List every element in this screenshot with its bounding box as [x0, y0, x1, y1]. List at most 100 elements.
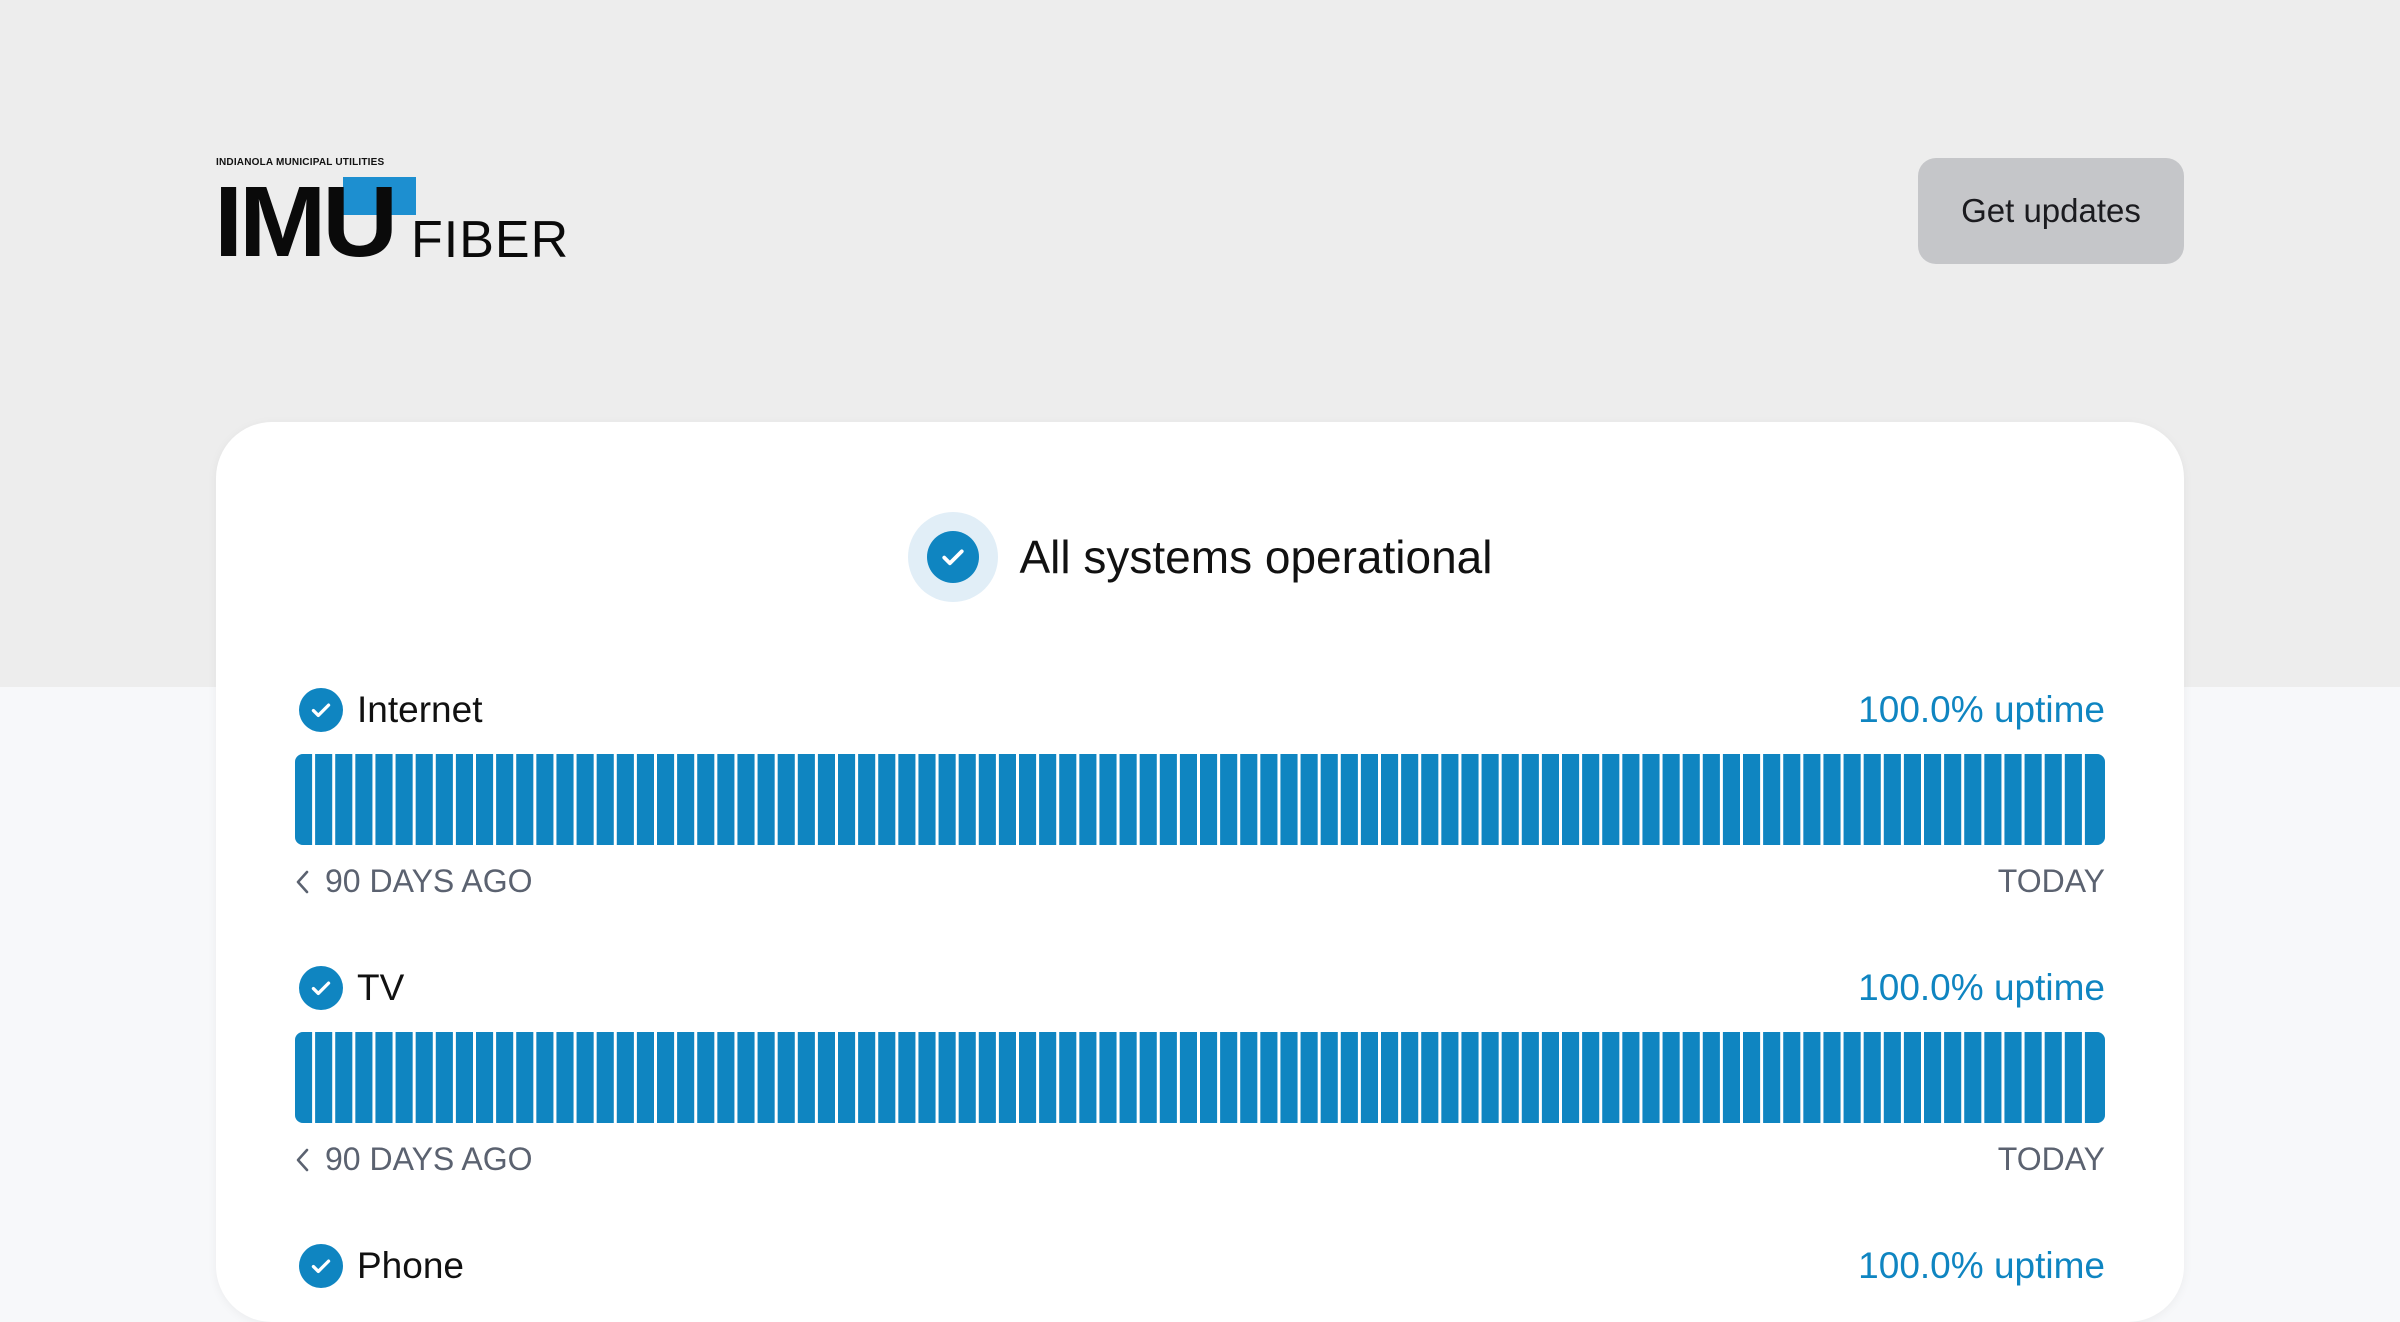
uptime-day-bar[interactable]: [1159, 754, 1177, 845]
uptime-day-bar[interactable]: [1481, 1032, 1499, 1123]
uptime-day-bar[interactable]: [1823, 1032, 1841, 1123]
uptime-day-bar[interactable]: [556, 1032, 574, 1123]
uptime-day-bar[interactable]: [2044, 1032, 2062, 1123]
uptime-day-bar[interactable]: [1441, 1032, 1459, 1123]
uptime-day-bar[interactable]: [1702, 754, 1720, 845]
uptime-day-bar[interactable]: [1924, 754, 1942, 845]
uptime-day-bar[interactable]: [757, 1032, 775, 1123]
uptime-day-bar[interactable]: [1763, 754, 1781, 845]
uptime-day-bar[interactable]: [1240, 1032, 1258, 1123]
uptime-day-bar[interactable]: [516, 754, 534, 845]
uptime-day-bar[interactable]: [1903, 1032, 1921, 1123]
chevron-left-icon[interactable]: [295, 1147, 311, 1173]
uptime-day-bar[interactable]: [878, 1032, 896, 1123]
uptime-day-bar[interactable]: [1039, 754, 1057, 845]
uptime-day-bar[interactable]: [938, 754, 956, 845]
uptime-day-bar[interactable]: [295, 1032, 313, 1123]
uptime-day-bar[interactable]: [295, 754, 313, 845]
uptime-day-bar[interactable]: [1722, 754, 1740, 845]
uptime-day-bar[interactable]: [1179, 754, 1197, 845]
uptime-day-bar[interactable]: [717, 754, 735, 845]
uptime-day-bar[interactable]: [315, 754, 333, 845]
uptime-day-bar[interactable]: [435, 1032, 453, 1123]
uptime-day-bar[interactable]: [1562, 754, 1580, 845]
uptime-day-bar[interactable]: [1823, 754, 1841, 845]
uptime-day-bar[interactable]: [1883, 1032, 1901, 1123]
uptime-day-bar[interactable]: [2024, 754, 2042, 845]
uptime-day-bar[interactable]: [958, 1032, 976, 1123]
uptime-day-bar[interactable]: [1501, 1032, 1519, 1123]
uptime-day-bar[interactable]: [1139, 1032, 1157, 1123]
uptime-day-bar[interactable]: [1260, 754, 1278, 845]
uptime-day-bar[interactable]: [918, 754, 936, 845]
uptime-day-bar[interactable]: [838, 1032, 856, 1123]
uptime-day-bar[interactable]: [1200, 1032, 1218, 1123]
uptime-day-bar[interactable]: [737, 1032, 755, 1123]
uptime-day-bar[interactable]: [395, 1032, 413, 1123]
uptime-day-bar[interactable]: [858, 754, 876, 845]
uptime-day-bar[interactable]: [1159, 1032, 1177, 1123]
uptime-day-bar[interactable]: [536, 754, 554, 845]
uptime-day-bar[interactable]: [1320, 1032, 1338, 1123]
uptime-day-bar[interactable]: [375, 1032, 393, 1123]
uptime-day-bar[interactable]: [1682, 754, 1700, 845]
uptime-day-bar[interactable]: [1461, 754, 1479, 845]
uptime-day-bar[interactable]: [998, 1032, 1016, 1123]
uptime-day-bar[interactable]: [1401, 1032, 1419, 1123]
uptime-day-bar[interactable]: [838, 754, 856, 845]
uptime-day-bar[interactable]: [2004, 754, 2022, 845]
uptime-day-bar[interactable]: [2064, 1032, 2082, 1123]
uptime-day-bar[interactable]: [1260, 1032, 1278, 1123]
uptime-day-bar[interactable]: [1803, 1032, 1821, 1123]
uptime-day-bar[interactable]: [2084, 1032, 2105, 1123]
uptime-day-bar[interactable]: [757, 754, 775, 845]
uptime-day-bar[interactable]: [1119, 1032, 1137, 1123]
uptime-day-bar[interactable]: [1642, 1032, 1660, 1123]
uptime-day-bar[interactable]: [1541, 1032, 1559, 1123]
uptime-day-bar[interactable]: [1562, 1032, 1580, 1123]
uptime-day-bar[interactable]: [1521, 754, 1539, 845]
uptime-day-bar[interactable]: [797, 1032, 815, 1123]
uptime-day-bar[interactable]: [1883, 754, 1901, 845]
uptime-day-bar[interactable]: [657, 1032, 675, 1123]
uptime-day-bar[interactable]: [1783, 1032, 1801, 1123]
uptime-day-bar[interactable]: [1441, 754, 1459, 845]
uptime-day-bar[interactable]: [1360, 1032, 1378, 1123]
uptime-day-bar[interactable]: [657, 754, 675, 845]
uptime-day-bar[interactable]: [496, 754, 514, 845]
uptime-day-bar[interactable]: [415, 754, 433, 845]
uptime-day-bar[interactable]: [1280, 754, 1298, 845]
uptime-day-bar[interactable]: [1421, 754, 1439, 845]
uptime-day-bar[interactable]: [777, 754, 795, 845]
uptime-day-bar[interactable]: [1803, 754, 1821, 845]
uptime-day-bar[interactable]: [355, 1032, 373, 1123]
uptime-day-bar[interactable]: [1320, 754, 1338, 845]
uptime-day-bar[interactable]: [1521, 1032, 1539, 1123]
uptime-day-bar[interactable]: [556, 754, 574, 845]
uptime-day-bar[interactable]: [1461, 1032, 1479, 1123]
uptime-bars[interactable]: [295, 1032, 2105, 1123]
uptime-day-bar[interactable]: [1863, 754, 1881, 845]
uptime-day-bar[interactable]: [1964, 754, 1982, 845]
uptime-day-bar[interactable]: [1481, 754, 1499, 845]
uptime-day-bar[interactable]: [1984, 1032, 2002, 1123]
uptime-day-bar[interactable]: [1059, 754, 1077, 845]
uptime-day-bar[interactable]: [1843, 1032, 1861, 1123]
uptime-day-bar[interactable]: [1541, 754, 1559, 845]
uptime-day-bar[interactable]: [1079, 754, 1097, 845]
uptime-day-bar[interactable]: [2064, 754, 2082, 845]
uptime-day-bar[interactable]: [958, 754, 976, 845]
chevron-left-icon[interactable]: [295, 869, 311, 895]
uptime-day-bar[interactable]: [1381, 754, 1399, 845]
uptime-day-bar[interactable]: [1843, 754, 1861, 845]
uptime-day-bar[interactable]: [596, 1032, 614, 1123]
get-updates-button[interactable]: Get updates: [1918, 158, 2184, 264]
uptime-day-bar[interactable]: [938, 1032, 956, 1123]
uptime-day-bar[interactable]: [1582, 1032, 1600, 1123]
uptime-day-bar[interactable]: [1059, 1032, 1077, 1123]
uptime-day-bar[interactable]: [1662, 1032, 1680, 1123]
uptime-day-bar[interactable]: [1863, 1032, 1881, 1123]
uptime-day-bar[interactable]: [1099, 754, 1117, 845]
uptime-day-bar[interactable]: [1783, 754, 1801, 845]
uptime-day-bar[interactable]: [1763, 1032, 1781, 1123]
